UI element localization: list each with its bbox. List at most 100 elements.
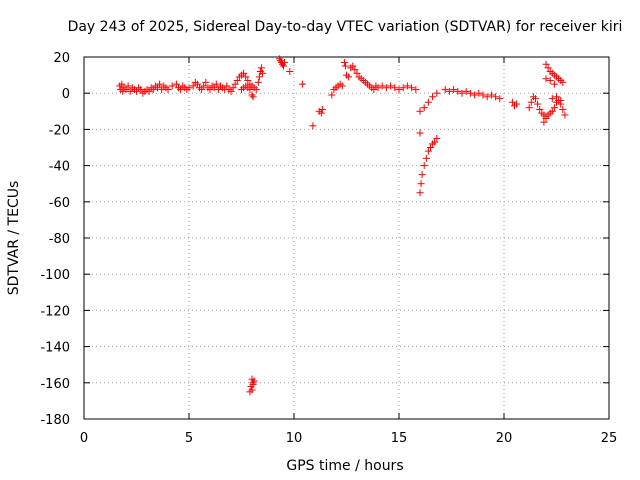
- data-point: [233, 77, 241, 85]
- y-tick-label: -60: [49, 196, 70, 211]
- plot-frame: [83, 56, 610, 420]
- data-point: [422, 154, 430, 162]
- data-point: [471, 91, 479, 99]
- data-point: [242, 73, 250, 81]
- data-point: [542, 60, 550, 68]
- data-point: [240, 69, 248, 77]
- y-tick-label: -120: [40, 304, 70, 319]
- data-point: [429, 93, 437, 101]
- data-point: [496, 95, 504, 103]
- data-point: [479, 91, 487, 99]
- data-point: [309, 122, 317, 130]
- data-point: [318, 105, 326, 113]
- data-point: [341, 62, 349, 70]
- data-point: [445, 87, 453, 95]
- data-point: [408, 84, 416, 92]
- data-point: [252, 86, 260, 94]
- y-tick-label: -140: [40, 341, 70, 356]
- data-point: [345, 73, 353, 81]
- data-point: [412, 86, 420, 94]
- data-point: [559, 78, 567, 86]
- data-point: [420, 104, 428, 112]
- data-point: [257, 64, 265, 72]
- data-point: [417, 180, 425, 188]
- data-point: [544, 64, 552, 72]
- data-point: [212, 80, 220, 88]
- data-point: [223, 82, 231, 90]
- data-point: [431, 138, 439, 146]
- data-point: [149, 86, 157, 94]
- data-point: [508, 98, 516, 106]
- data-point: [275, 55, 283, 63]
- data-point: [525, 104, 533, 112]
- data-point: [246, 388, 254, 396]
- tick-labels: 0 5 10 15 20 25 20 0 -20 -40 -60 -80 -100 -120 -140 -16…: [40, 51, 617, 446]
- data-point: [276, 57, 284, 65]
- data-point: [527, 98, 535, 106]
- data-point: [542, 75, 550, 83]
- data-point: [424, 98, 432, 106]
- data-point: [395, 86, 403, 94]
- data-point: [542, 115, 550, 123]
- data-point: [231, 80, 239, 88]
- data-point: [466, 89, 474, 97]
- grid-lines: [84, 57, 609, 419]
- data-point: [158, 86, 166, 94]
- data-point: [483, 93, 491, 101]
- data-point: [441, 86, 449, 94]
- data-point: [122, 86, 130, 94]
- data-point: [492, 93, 500, 101]
- y-tick-label: 0: [62, 87, 70, 102]
- x-tick-label: 5: [185, 431, 193, 446]
- data-point: [391, 84, 399, 92]
- data-point: [154, 84, 161, 92]
- data-point: [145, 87, 153, 95]
- data-point: [133, 87, 140, 95]
- data-point: [281, 58, 289, 66]
- data-point: [249, 93, 257, 101]
- y-tick-label: -80: [49, 232, 70, 247]
- axis-ticks: [83, 56, 610, 420]
- data-point: [137, 86, 145, 94]
- data-point: [487, 91, 495, 99]
- data-point: [416, 107, 424, 115]
- y-tick-label: 20: [53, 51, 70, 66]
- chart-title: Day 243 of 2025, Sidereal Day-to-day VTE…: [68, 19, 623, 35]
- data-point: [340, 58, 348, 66]
- data-point: [420, 162, 428, 170]
- data-point: [399, 84, 407, 92]
- x-tick-label: 10: [286, 431, 303, 446]
- x-tick-label: 20: [496, 431, 513, 446]
- data-point: [250, 377, 258, 385]
- data-point: [248, 91, 256, 99]
- data-point: [254, 78, 262, 86]
- data-point: [553, 93, 560, 101]
- data-point: [416, 189, 424, 197]
- data-point: [424, 147, 432, 155]
- data-point: [374, 84, 382, 92]
- data-point: [450, 86, 458, 94]
- data-point: [433, 89, 441, 97]
- data-point: [198, 86, 206, 94]
- data-point: [387, 82, 395, 90]
- data-point: [210, 84, 218, 92]
- data-point: [382, 84, 390, 92]
- data-point: [280, 62, 287, 70]
- data-point: [349, 62, 357, 70]
- data-point: [317, 109, 325, 117]
- data-point: [548, 107, 556, 115]
- data-point: [427, 144, 434, 151]
- data-point: [458, 89, 466, 97]
- data-point: [351, 66, 359, 74]
- data-points: [116, 55, 569, 396]
- data-point: [462, 87, 470, 95]
- data-point: [475, 89, 483, 97]
- data-point: [561, 111, 569, 119]
- x-axis-label: GPS time / hours: [286, 458, 403, 474]
- data-point: [550, 80, 558, 88]
- y-tick-label: -160: [40, 377, 70, 392]
- data-point: [416, 129, 424, 137]
- data-point: [378, 82, 386, 90]
- data-point: [156, 80, 164, 88]
- data-point: [534, 100, 542, 108]
